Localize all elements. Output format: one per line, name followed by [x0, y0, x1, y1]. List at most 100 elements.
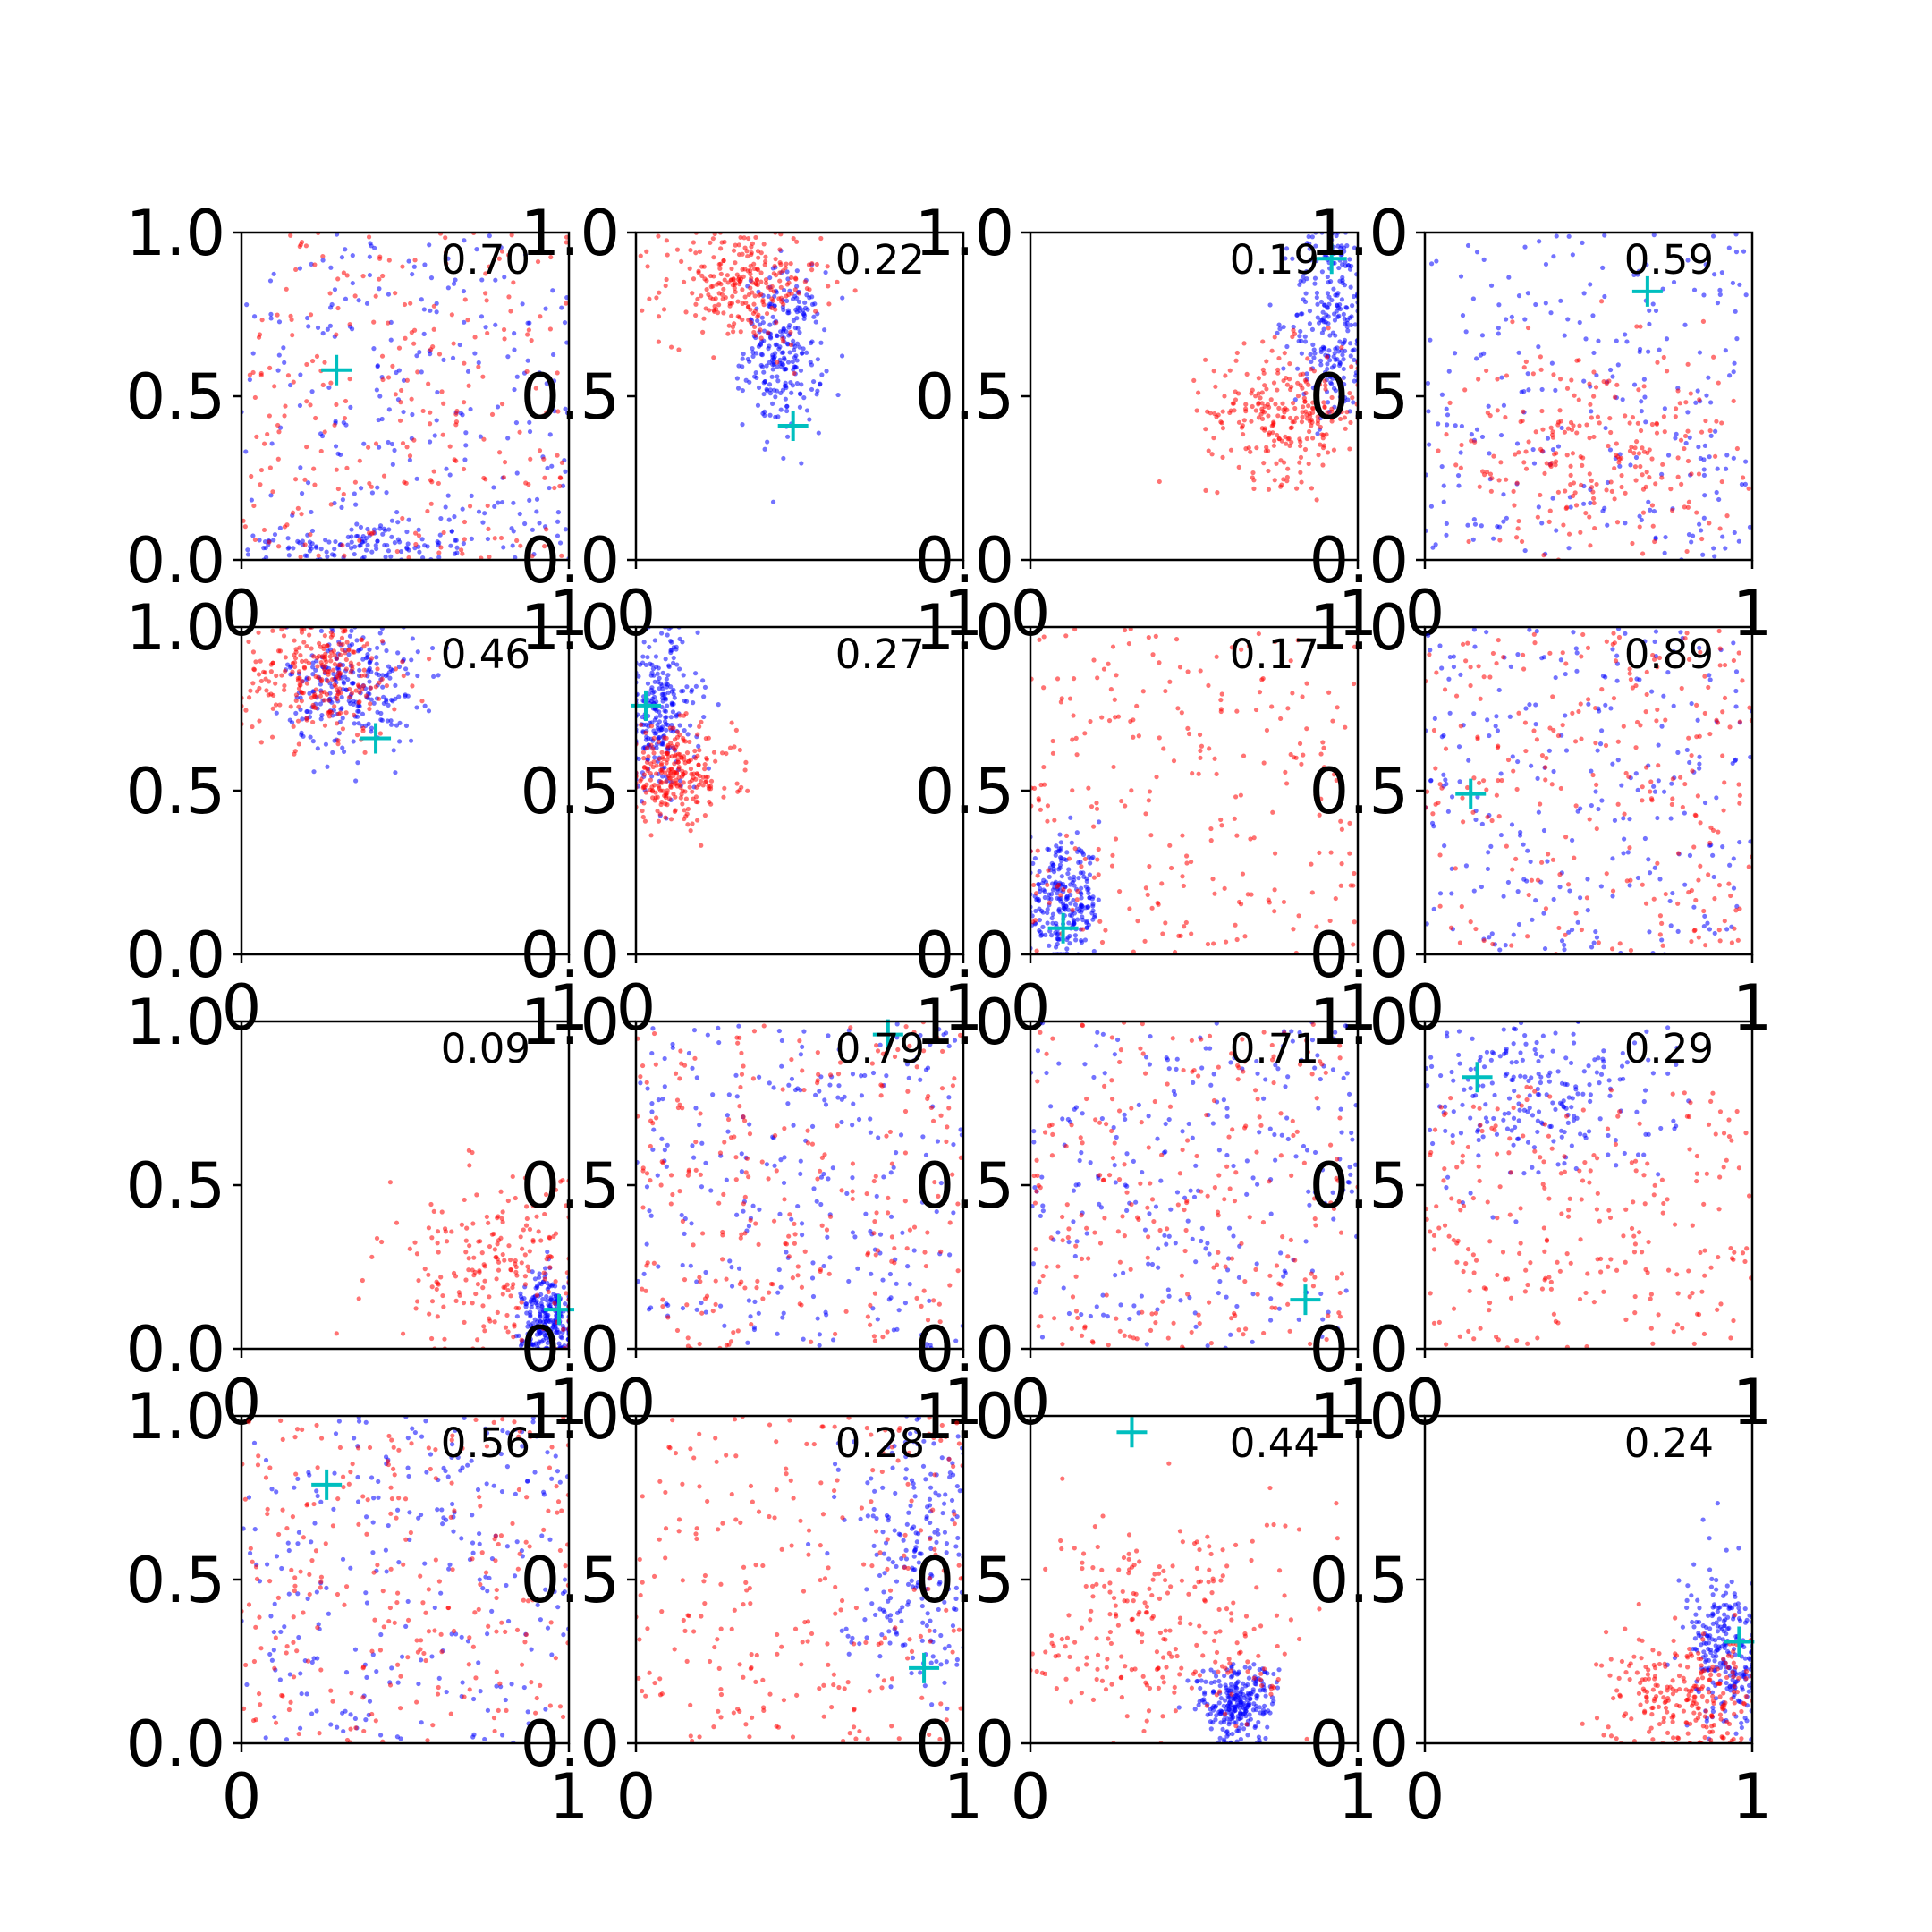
blue-point [1711, 874, 1716, 880]
red-point [736, 242, 741, 248]
blue-point [1456, 744, 1462, 750]
red-point [1050, 750, 1056, 756]
red-point [481, 1262, 487, 1267]
red-point [1159, 881, 1165, 886]
blue-point [545, 1326, 550, 1332]
red-point [1638, 463, 1643, 470]
red-point [334, 402, 339, 407]
red-point [1615, 739, 1621, 744]
blue-point [649, 1050, 655, 1056]
red-point [463, 1250, 469, 1255]
red-point [649, 788, 656, 793]
red-point [492, 1247, 497, 1252]
red-point [400, 440, 406, 446]
blue-point [537, 1318, 543, 1324]
blue-point [1585, 877, 1590, 882]
red-point [1572, 739, 1579, 744]
y-tick-label: 1.0 [915, 591, 1014, 665]
blue-point [773, 394, 778, 400]
red-point [463, 1277, 469, 1283]
red-point [1661, 414, 1666, 419]
red-point [542, 475, 547, 480]
red-point [718, 246, 724, 251]
red-point [1632, 445, 1638, 451]
red-point [1260, 367, 1266, 372]
blue-point [1712, 930, 1717, 936]
red-point [1290, 401, 1296, 406]
red-point [1675, 388, 1681, 394]
red-point [342, 415, 348, 421]
blue-point [1652, 789, 1658, 794]
red-point [1249, 892, 1254, 897]
points-layer [334, 1148, 569, 1349]
red-point [1253, 408, 1258, 413]
blue-point [1697, 645, 1702, 650]
blue-point [318, 701, 323, 707]
blue-point [1663, 534, 1668, 540]
red-point [316, 674, 321, 681]
red-point [538, 314, 543, 319]
red-point [737, 747, 742, 753]
blue-point [1682, 882, 1688, 887]
red-point [1663, 717, 1668, 723]
red-point [1196, 390, 1201, 395]
blue-point [377, 523, 384, 529]
red-point [690, 291, 695, 296]
red-point [1541, 553, 1546, 558]
red-point [1214, 654, 1219, 659]
red-point [1284, 474, 1290, 480]
blue-point [527, 1338, 533, 1343]
red-point [1494, 661, 1499, 666]
red-point [1318, 424, 1323, 430]
blue-point [682, 728, 687, 733]
red-point [411, 437, 417, 443]
blue-point [1720, 844, 1725, 850]
red-point [1489, 476, 1495, 481]
blue-point [646, 1307, 652, 1312]
blue-point [701, 714, 707, 720]
blue-point [1475, 794, 1480, 800]
red-point [643, 790, 648, 795]
blue-point [271, 271, 276, 276]
blue-point [800, 1044, 805, 1049]
red-point [540, 413, 546, 419]
blue-point [877, 1232, 884, 1237]
red-point [1576, 708, 1581, 715]
blue-point [911, 1248, 917, 1253]
blue-point [446, 517, 452, 522]
red-point [1091, 875, 1097, 880]
red-point [1622, 811, 1627, 817]
blue-point [1058, 840, 1063, 845]
red-point [533, 386, 538, 391]
blue-point [1072, 902, 1079, 908]
blue-point [1275, 330, 1280, 335]
red-point [462, 519, 468, 525]
blue-point [268, 311, 274, 317]
red-point [1123, 803, 1128, 809]
red-point [695, 818, 700, 823]
blue-point [706, 766, 711, 771]
blue-point [769, 374, 775, 379]
red-point [750, 241, 756, 246]
red-point [427, 657, 432, 662]
red-point [1303, 390, 1309, 396]
blue-point [663, 708, 669, 714]
red-point [781, 301, 786, 307]
blue-point [529, 1304, 534, 1310]
blue-point [537, 1275, 542, 1280]
red-point [325, 643, 330, 648]
red-point [1222, 886, 1227, 891]
red-point [473, 1291, 479, 1297]
blue-point [485, 536, 491, 542]
blue-point [663, 715, 668, 720]
red-point [1526, 439, 1531, 445]
points-layer [636, 1021, 963, 1349]
red-point [368, 701, 373, 707]
red-point [1288, 658, 1293, 664]
red-point [719, 292, 725, 298]
blue-point [1066, 920, 1072, 926]
red-point [335, 305, 341, 311]
blue-point [1340, 352, 1345, 358]
blue-point [1445, 412, 1451, 418]
red-point [1110, 644, 1116, 649]
